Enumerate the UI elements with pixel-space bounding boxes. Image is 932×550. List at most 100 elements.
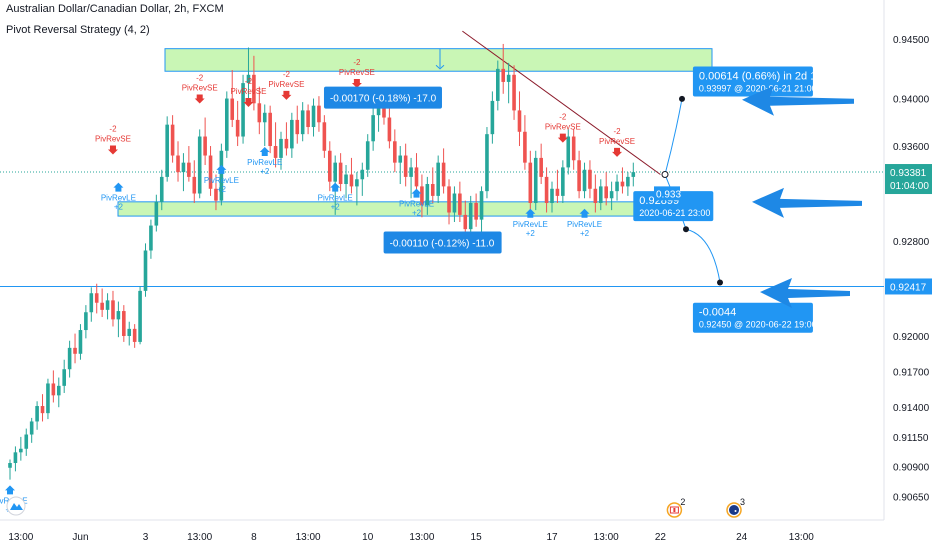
candle-body[interactable]: [598, 186, 603, 204]
level-price-tag[interactable]: [885, 278, 932, 295]
candle-body[interactable]: [577, 160, 581, 192]
measure-box[interactable]: [692, 302, 813, 333]
strategy-legend[interactable]: Pivot Reversal Strategy (4, 2): [6, 24, 150, 36]
candle-body[interactable]: [46, 383, 50, 414]
candle-body[interactable]: [40, 406, 45, 414]
candle-body[interactable]: [192, 176, 197, 194]
candle-body[interactable]: [517, 110, 522, 132]
candle-body[interactable]: [355, 179, 359, 187]
candle-body[interactable]: [615, 181, 619, 192]
candle-body[interactable]: [349, 174, 354, 187]
candle-body[interactable]: [29, 421, 34, 435]
candle-body[interactable]: [56, 385, 61, 396]
candle-body[interactable]: [317, 105, 321, 123]
callout-arrow-lower[interactable]: [760, 278, 850, 309]
candle-body[interactable]: [306, 110, 310, 128]
candle-body[interactable]: [425, 184, 430, 206]
candle-body[interactable]: [257, 103, 262, 123]
candle-body[interactable]: [604, 186, 608, 199]
long-entry-arrow-icon[interactable]: [5, 485, 15, 495]
candle-body[interactable]: [501, 68, 506, 82]
candle-body[interactable]: [149, 225, 153, 251]
candle-body[interactable]: [122, 311, 126, 336]
candle-body[interactable]: [187, 162, 191, 177]
candle-body[interactable]: [626, 176, 630, 187]
candle-body[interactable]: [441, 162, 446, 187]
candle-body[interactable]: [170, 124, 175, 156]
candle-body[interactable]: [295, 119, 300, 135]
candle-body[interactable]: [512, 74, 516, 111]
candle-body[interactable]: [230, 98, 235, 120]
candle-body[interactable]: [409, 167, 413, 177]
long-entry-arrow-icon[interactable]: [216, 164, 227, 174]
candle-body[interactable]: [561, 167, 565, 196]
candle-body[interactable]: [246, 74, 251, 84]
short-entry-arrow-icon[interactable]: [612, 147, 623, 157]
candle-body[interactable]: [73, 347, 77, 354]
callout-arrow-middle[interactable]: [752, 187, 862, 218]
candle-body[interactable]: [376, 103, 381, 116]
candle-body[interactable]: [273, 146, 278, 158]
candle-body[interactable]: [414, 167, 419, 187]
long-entry-arrow-icon[interactable]: [579, 208, 590, 218]
candle-body[interactable]: [181, 162, 186, 173]
candle-body[interactable]: [241, 83, 245, 137]
candle-body[interactable]: [284, 138, 289, 149]
candle-body[interactable]: [382, 103, 386, 118]
candle-body[interactable]: [371, 115, 375, 142]
measure-box[interactable]: [692, 66, 813, 97]
measure-box[interactable]: [383, 231, 502, 254]
candle-body[interactable]: [398, 155, 403, 163]
candle-body[interactable]: [447, 186, 451, 213]
candle-body[interactable]: [387, 117, 392, 142]
candle-body[interactable]: [84, 312, 88, 331]
candle-body[interactable]: [474, 203, 478, 220]
candle-body[interactable]: [24, 434, 29, 449]
candle-body[interactable]: [490, 100, 495, 135]
candle-body[interactable]: [327, 150, 332, 182]
candle-body[interactable]: [582, 169, 587, 192]
candle-body[interactable]: [203, 136, 207, 156]
candle-body[interactable]: [132, 328, 137, 342]
projection-point[interactable]: [717, 279, 723, 286]
candle-body[interactable]: [322, 122, 327, 151]
candle-body[interactable]: [479, 191, 484, 220]
candle-body[interactable]: [485, 134, 489, 192]
candle-body[interactable]: [116, 311, 121, 320]
candle-body[interactable]: [51, 383, 56, 396]
candle-body[interactable]: [468, 203, 473, 230]
current-price-tag[interactable]: [885, 164, 932, 195]
candle-body[interactable]: [463, 214, 468, 230]
candle-body[interactable]: [539, 157, 543, 177]
candle-body[interactable]: [550, 188, 554, 204]
candle-body[interactable]: [219, 150, 224, 201]
candle-body[interactable]: [262, 112, 267, 123]
candle-body[interactable]: [176, 155, 180, 173]
candle-body[interactable]: [100, 302, 104, 310]
candle-body[interactable]: [197, 136, 202, 194]
candle-body[interactable]: [631, 172, 636, 177]
candle-body[interactable]: [588, 169, 592, 189]
candle-body[interactable]: [208, 155, 213, 189]
short-entry-arrow-icon[interactable]: [194, 94, 205, 104]
candle-body[interactable]: [300, 110, 305, 135]
candle-body[interactable]: [452, 193, 457, 213]
candle-body[interactable]: [430, 184, 435, 196]
candle-body[interactable]: [593, 188, 598, 204]
candle-body[interactable]: [279, 138, 283, 158]
candle-body[interactable]: [393, 141, 397, 163]
candle-body[interactable]: [333, 162, 337, 182]
candle-body[interactable]: [620, 181, 625, 187]
candle-body[interactable]: [360, 169, 365, 180]
candle-body[interactable]: [571, 136, 576, 161]
projection-point[interactable]: [683, 226, 689, 233]
candle-body[interactable]: [458, 193, 462, 215]
trendline[interactable]: [462, 30, 661, 175]
candle-body[interactable]: [143, 250, 148, 291]
candle-body[interactable]: [290, 119, 294, 149]
candle-body[interactable]: [506, 74, 511, 82]
candle-body[interactable]: [533, 157, 538, 204]
candle-body[interactable]: [214, 188, 218, 201]
candle-body[interactable]: [8, 463, 12, 468]
